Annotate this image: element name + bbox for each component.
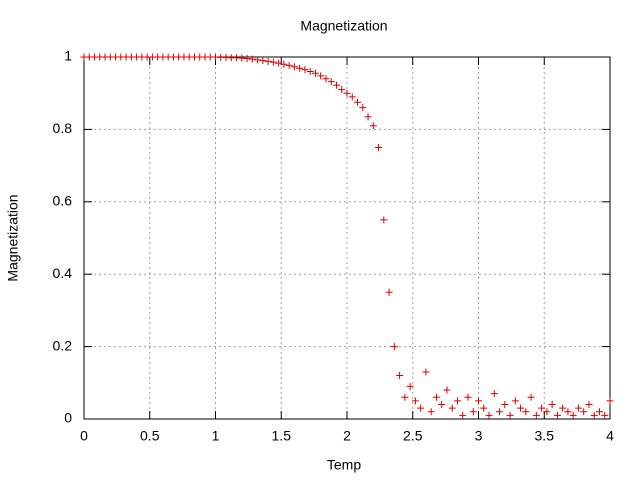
x-tick-label: 4 <box>606 428 614 444</box>
x-tick-label: 3.5 <box>535 428 555 444</box>
point <box>301 66 309 74</box>
point <box>417 404 425 412</box>
point <box>401 393 409 401</box>
point <box>438 401 446 409</box>
point <box>443 386 451 394</box>
point <box>254 56 262 64</box>
y-tick-label: 0.8 <box>53 120 73 136</box>
point <box>475 397 482 405</box>
point <box>290 63 298 71</box>
x-tick-label: 0.5 <box>140 428 160 444</box>
x-tick-label: 1.5 <box>272 428 292 444</box>
point <box>553 411 561 419</box>
point <box>285 61 293 69</box>
point <box>485 411 493 419</box>
point <box>432 393 440 401</box>
x-tick-label: 2 <box>343 428 351 444</box>
point <box>269 58 277 66</box>
point <box>506 411 514 419</box>
point <box>585 401 593 409</box>
point <box>574 404 582 412</box>
x-tick-label: 1 <box>212 428 220 444</box>
point <box>411 397 419 405</box>
point <box>280 60 288 68</box>
point <box>306 67 314 75</box>
y-tick-label: 0.2 <box>53 337 73 353</box>
point <box>390 343 398 351</box>
point <box>380 216 388 224</box>
point <box>532 411 540 419</box>
point <box>275 59 283 67</box>
y-tick-label: 1 <box>64 48 72 64</box>
point <box>248 55 256 63</box>
point <box>427 408 435 416</box>
point <box>501 401 509 409</box>
x-axis-label: Temp <box>327 457 361 473</box>
point <box>317 72 325 80</box>
point <box>496 408 504 416</box>
point <box>569 411 577 419</box>
point <box>459 411 467 419</box>
point <box>480 404 488 412</box>
point <box>322 75 330 83</box>
point <box>595 408 603 416</box>
y-tick-label: 0 <box>64 410 72 426</box>
point <box>564 408 572 416</box>
point <box>453 397 461 405</box>
plot-border <box>83 56 611 420</box>
point <box>364 113 372 121</box>
point <box>264 57 272 65</box>
point <box>590 411 598 419</box>
point <box>343 89 351 97</box>
point <box>543 408 551 416</box>
x-tick-label: 0 <box>80 428 88 444</box>
y-axis-label: Magnetization <box>5 194 21 281</box>
point <box>311 69 319 77</box>
point <box>296 64 304 72</box>
point <box>601 411 609 419</box>
point <box>332 81 340 89</box>
point <box>327 78 335 86</box>
point <box>354 98 362 106</box>
point <box>469 408 477 416</box>
point <box>359 104 367 112</box>
point <box>548 401 556 409</box>
point <box>396 372 404 380</box>
point <box>348 93 356 101</box>
x-tick-label: 3 <box>475 428 483 444</box>
chart-title: Magnetization <box>300 18 387 34</box>
point <box>606 397 614 405</box>
point <box>522 408 530 416</box>
point <box>580 408 588 416</box>
point <box>259 57 267 65</box>
point <box>243 54 251 62</box>
point <box>511 397 519 405</box>
point <box>538 404 546 412</box>
point <box>448 404 456 412</box>
point <box>338 86 346 94</box>
point <box>422 368 430 376</box>
point <box>517 404 525 412</box>
point <box>464 393 472 401</box>
point <box>559 404 567 412</box>
point <box>406 382 414 390</box>
point <box>490 390 498 398</box>
point <box>369 122 377 130</box>
y-tick-label: 0.6 <box>53 193 73 209</box>
point <box>375 144 383 151</box>
y-tick-label: 0.4 <box>53 265 73 281</box>
point <box>527 393 535 401</box>
x-tick-label: 2.5 <box>403 428 423 444</box>
point <box>385 288 393 296</box>
